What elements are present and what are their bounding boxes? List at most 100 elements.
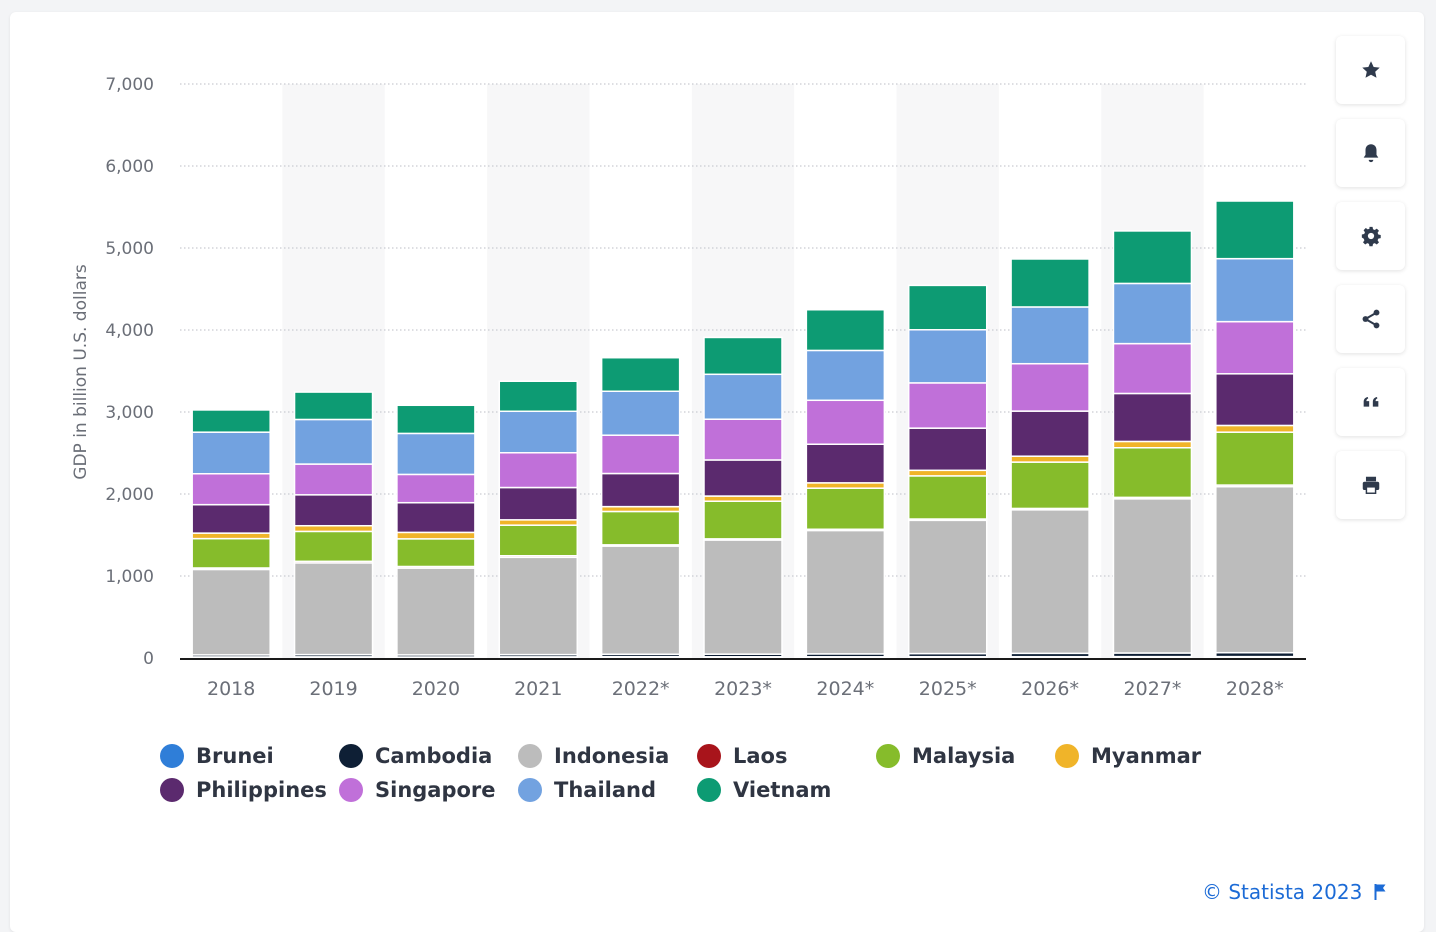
- bar-segment-myanmar[interactable]: [191, 532, 271, 540]
- bar-segment-malaysia[interactable]: [703, 500, 783, 540]
- bar-segment-indonesia[interactable]: [396, 567, 476, 656]
- bar-segment-philippines[interactable]: [600, 472, 681, 508]
- print-button[interactable]: [1336, 451, 1405, 519]
- bar-segment-singapore[interactable]: [1010, 362, 1090, 412]
- bar-segment-thailand[interactable]: [498, 410, 579, 454]
- bar-segment-singapore[interactable]: [1112, 342, 1193, 395]
- bar-stack: [907, 284, 988, 659]
- bar-segment-myanmar[interactable]: [498, 519, 579, 526]
- bar-segment-philippines[interactable]: [498, 486, 579, 521]
- cite-button[interactable]: [1336, 368, 1405, 436]
- bar-segment-vietnam[interactable]: [1215, 200, 1295, 260]
- bar-segment-myanmar[interactable]: [293, 524, 374, 533]
- bar-segment-singapore[interactable]: [293, 463, 374, 496]
- bar-segment-indonesia[interactable]: [703, 539, 783, 655]
- legend-item-cambodia[interactable]: Cambodia: [339, 744, 492, 768]
- bar-segment-thailand[interactable]: [191, 431, 271, 475]
- bar-segment-myanmar[interactable]: [396, 531, 476, 540]
- legend-item-vietnam[interactable]: Vietnam: [697, 778, 831, 802]
- bar-segment-vietnam[interactable]: [805, 308, 886, 352]
- bar-segment-malaysia[interactable]: [498, 524, 579, 557]
- bar-segment-indonesia[interactable]: [293, 562, 374, 656]
- bar-segment-malaysia[interactable]: [1112, 447, 1193, 499]
- share-icon: [1362, 309, 1379, 329]
- bar-segment-myanmar[interactable]: [703, 495, 783, 502]
- y-tick-label: 0: [143, 649, 154, 669]
- bar-segment-philippines[interactable]: [396, 501, 476, 534]
- bar-segment-singapore[interactable]: [600, 434, 681, 475]
- legend-item-singapore[interactable]: Singapore: [339, 778, 496, 802]
- legend-item-brunei[interactable]: Brunei: [160, 744, 274, 768]
- bar-segment-indonesia[interactable]: [600, 545, 681, 655]
- bar-segment-thailand[interactable]: [1215, 257, 1295, 323]
- bar-segment-indonesia[interactable]: [191, 568, 271, 656]
- bar-segment-malaysia[interactable]: [396, 538, 476, 568]
- legend-item-malaysia[interactable]: Malaysia: [876, 744, 1015, 768]
- legend-item-indonesia[interactable]: Indonesia: [518, 744, 669, 768]
- bar-segment-philippines[interactable]: [1112, 392, 1193, 443]
- bar-segment-malaysia[interactable]: [1010, 461, 1090, 510]
- bar-segment-thailand[interactable]: [293, 418, 374, 465]
- legend-item-philippines[interactable]: Philippines: [160, 778, 327, 802]
- bar-segment-vietnam[interactable]: [498, 380, 579, 413]
- bar-segment-singapore[interactable]: [703, 418, 783, 461]
- bar-segment-singapore[interactable]: [805, 399, 886, 445]
- legend-marker: [339, 744, 363, 768]
- statista-credit-link[interactable]: © Statista 2023: [1202, 880, 1388, 904]
- bar-segment-myanmar[interactable]: [1112, 440, 1193, 449]
- bar-segment-thailand[interactable]: [1010, 306, 1090, 365]
- bar-segment-vietnam[interactable]: [907, 284, 988, 331]
- bar-segment-philippines[interactable]: [907, 427, 988, 472]
- notification-button[interactable]: [1336, 119, 1405, 187]
- bar-segment-myanmar[interactable]: [805, 482, 886, 489]
- bar-segment-indonesia[interactable]: [1215, 485, 1295, 654]
- bar-segment-singapore[interactable]: [907, 382, 988, 429]
- bar-segment-thailand[interactable]: [600, 390, 681, 436]
- bar-segment-myanmar[interactable]: [1215, 424, 1295, 433]
- bar-segment-myanmar[interactable]: [1010, 455, 1090, 463]
- bar-segment-malaysia[interactable]: [191, 537, 271, 569]
- bar-segment-thailand[interactable]: [805, 349, 886, 402]
- bar-segment-vietnam[interactable]: [1010, 258, 1090, 308]
- bar-segment-malaysia[interactable]: [600, 510, 681, 546]
- bar-segment-thailand[interactable]: [703, 373, 783, 420]
- bar-segment-vietnam[interactable]: [703, 336, 783, 376]
- bar-segment-vietnam[interactable]: [293, 391, 374, 421]
- bar-segment-myanmar[interactable]: [907, 469, 988, 477]
- bar-segment-indonesia[interactable]: [805, 529, 886, 655]
- favorite-button[interactable]: [1336, 36, 1405, 104]
- bar-segment-philippines[interactable]: [191, 503, 271, 534]
- bar-segment-philippines[interactable]: [1010, 410, 1090, 457]
- bar-segment-malaysia[interactable]: [907, 475, 988, 520]
- bar-segment-vietnam[interactable]: [191, 409, 271, 433]
- settings-button[interactable]: [1336, 202, 1405, 270]
- bar-segment-philippines[interactable]: [293, 494, 374, 527]
- bar-segment-philippines[interactable]: [703, 459, 783, 497]
- bar-segment-vietnam[interactable]: [396, 404, 476, 435]
- bar-segment-singapore[interactable]: [498, 452, 579, 489]
- quote-icon: [1363, 396, 1378, 407]
- bar-segment-indonesia[interactable]: [498, 556, 579, 656]
- legend-item-thailand[interactable]: Thailand: [518, 778, 656, 802]
- legend-item-laos[interactable]: Laos: [697, 744, 787, 768]
- legend-item-myanmar[interactable]: Myanmar: [1055, 744, 1201, 768]
- bar-segment-thailand[interactable]: [396, 432, 476, 476]
- bar-segment-philippines[interactable]: [805, 443, 886, 484]
- bar-segment-thailand[interactable]: [1112, 282, 1193, 345]
- bar-segment-indonesia[interactable]: [1112, 498, 1193, 654]
- bar-segment-malaysia[interactable]: [293, 530, 374, 563]
- bar-segment-vietnam[interactable]: [1112, 230, 1193, 285]
- bar-segment-vietnam[interactable]: [600, 356, 681, 393]
- bar-segment-singapore[interactable]: [1215, 320, 1295, 375]
- bar-segment-singapore[interactable]: [396, 473, 476, 504]
- bar-segment-thailand[interactable]: [907, 329, 988, 384]
- y-tick-label: 3,000: [105, 403, 154, 423]
- bar-segment-philippines[interactable]: [1215, 373, 1295, 427]
- bar-segment-indonesia[interactable]: [907, 519, 988, 655]
- bar-segment-indonesia[interactable]: [1010, 509, 1090, 655]
- y-axis-ticks: 0 1,000 2,000 3,000 4,000 5,000 6,000 7,000: [105, 75, 154, 669]
- bar-segment-malaysia[interactable]: [1215, 431, 1295, 486]
- bar-segment-malaysia[interactable]: [805, 487, 886, 531]
- bar-segment-singapore[interactable]: [191, 472, 271, 506]
- share-button[interactable]: [1336, 285, 1405, 353]
